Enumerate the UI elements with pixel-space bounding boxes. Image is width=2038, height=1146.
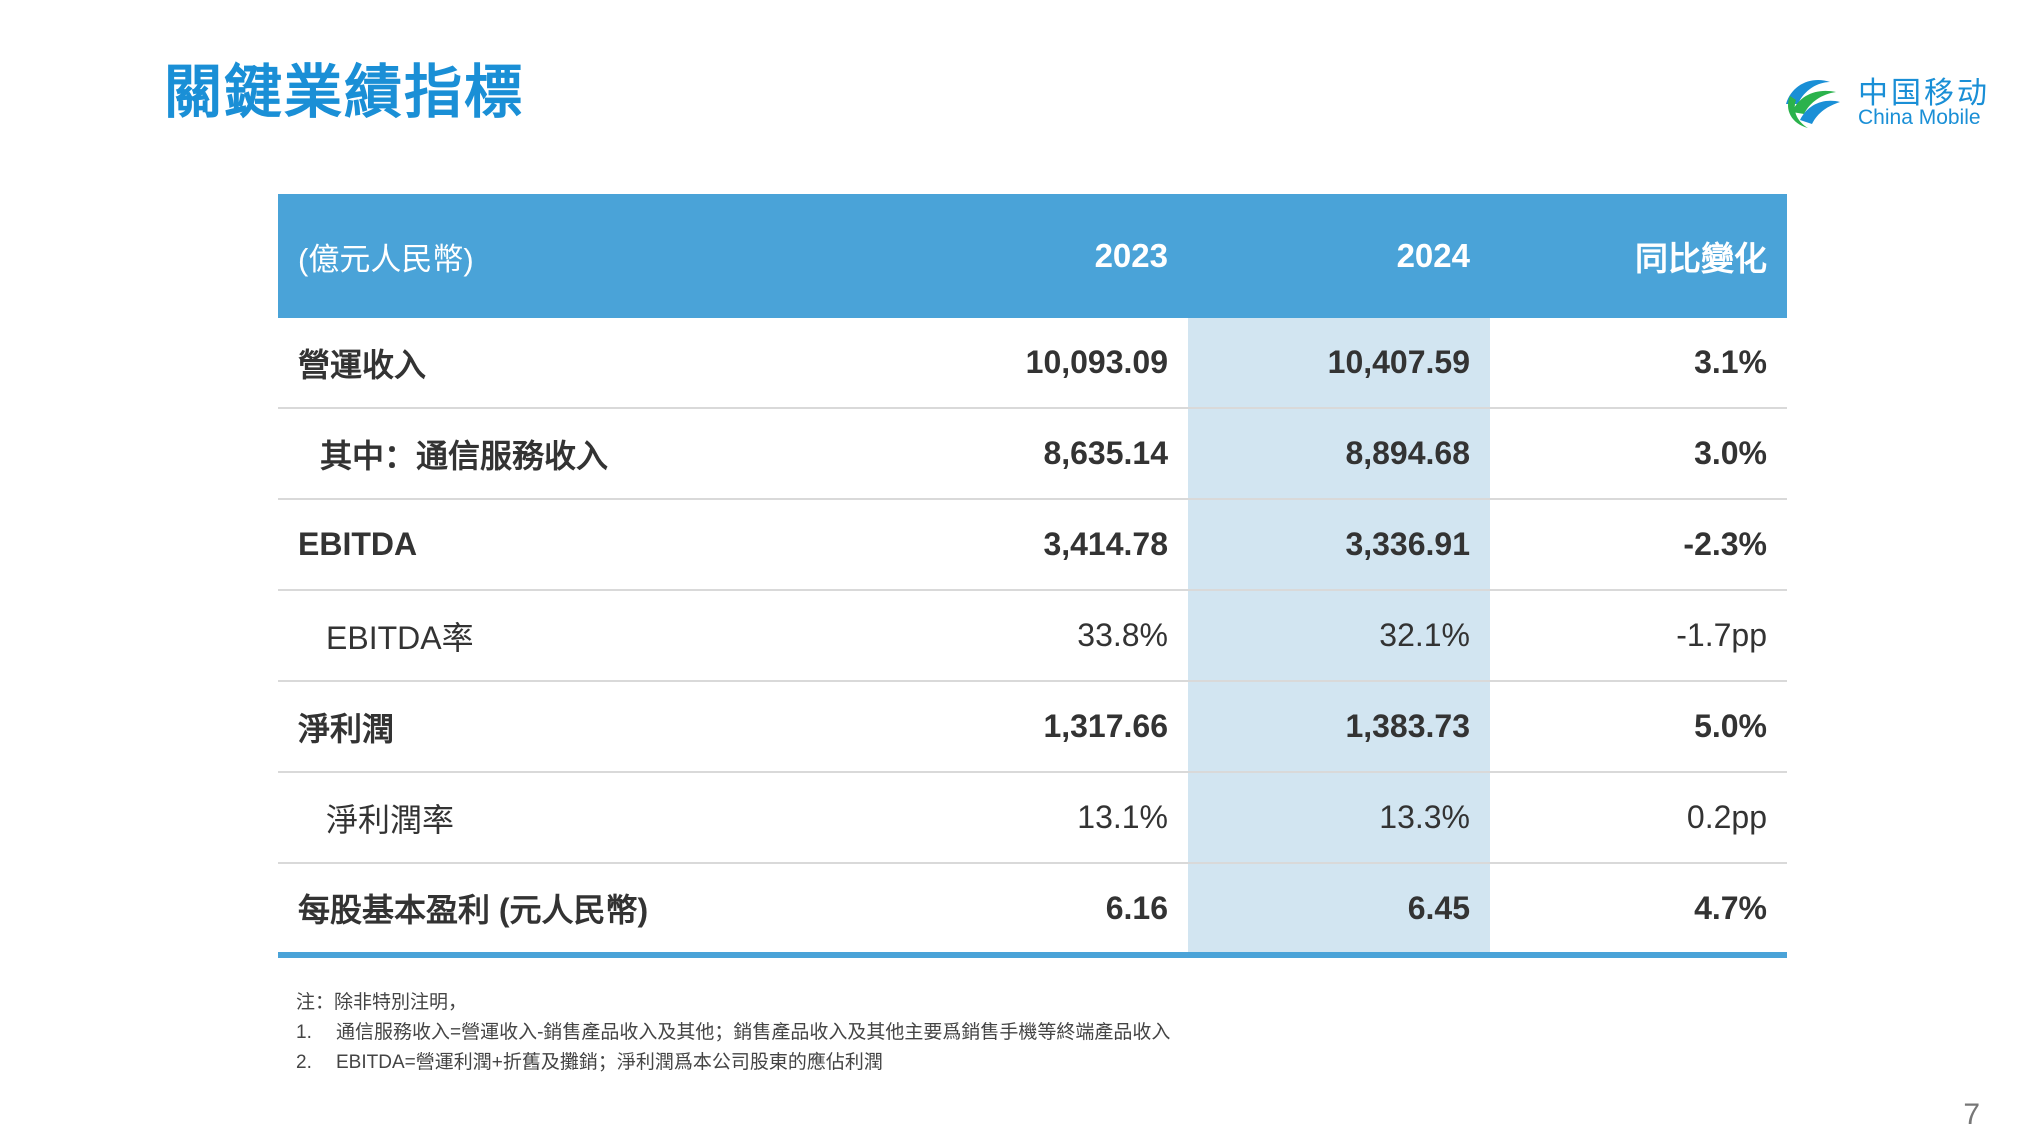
page-title: 關鍵業績指標: [164, 60, 525, 125]
value-change: 5.0%: [1694, 708, 1767, 744]
footnote-intro: 注：除非特別注明，: [296, 992, 468, 1013]
header-2023: 2023: [1094, 237, 1168, 274]
value-2024: 32.1%: [1188, 591, 1490, 680]
value-2023: 33.8%: [1077, 617, 1168, 653]
value-2023: 3,414.78: [1043, 526, 1168, 562]
value-change: -2.3%: [1683, 526, 1767, 562]
header-unit: (億元人民幣): [298, 241, 474, 277]
table-row: 其中：通信服務收入 8,635.14 8,894.68 3.0%: [278, 409, 1787, 500]
value-change: 3.1%: [1694, 344, 1767, 380]
row-label: 每股基本盈利 (元人民幣): [298, 892, 649, 928]
kpi-table: (億元人民幣) 2023 2024 同比變化 營運收入 10,093.09 10…: [278, 194, 1787, 958]
china-mobile-logo-icon: [1786, 80, 1840, 128]
row-label: 淨利潤率: [326, 801, 455, 838]
table-row: 淨利潤 1,317.66 1,383.73 5.0%: [278, 682, 1787, 773]
row-label: EBITDA率: [326, 619, 474, 656]
value-2024: 6.45: [1188, 864, 1490, 952]
value-2023: 8,635.14: [1043, 435, 1168, 471]
footnote-text: EBITDA=營運利潤+折舊及攤銷；淨利潤爲本公司股東的應佔利潤: [336, 1052, 883, 1073]
value-change: 4.7%: [1694, 889, 1767, 926]
value-2023: 10,093.09: [1025, 344, 1168, 380]
value-change: 3.0%: [1694, 435, 1767, 471]
footnote-number: 2.: [296, 1052, 312, 1073]
table-row: EBITDA率 33.8% 32.1% -1.7pp: [278, 591, 1787, 682]
value-change: -1.7pp: [1676, 617, 1767, 653]
value-2024: 10,407.59: [1188, 318, 1490, 407]
header-yoy-change: 同比變化: [1635, 240, 1767, 277]
value-change: 0.2pp: [1686, 799, 1767, 835]
row-label: 淨利潤: [298, 710, 395, 747]
value-2024: 8,894.68: [1188, 409, 1490, 498]
china-mobile-logo: 中国移动 China Mobile: [1778, 66, 1998, 136]
table-row: EBITDA 3,414.78 3,336.91 -2.3%: [278, 500, 1787, 591]
value-2023: 6.16: [1105, 889, 1168, 926]
footnote-number: 1.: [296, 1022, 312, 1043]
row-label: 營運收入: [298, 346, 427, 383]
footnote-text: 通信服務收入=營運收入-銷售產品收入及其他；銷售產品收入及其他主要爲銷售手機等終…: [336, 1022, 1171, 1043]
page-number: 7: [1963, 1098, 1980, 1131]
footnote-item: 2. EBITDA=營運利潤+折舊及攤銷；淨利潤爲本公司股東的應佔利潤: [296, 1048, 1170, 1078]
value-2024: 13.3%: [1188, 773, 1490, 862]
table-header: (億元人民幣) 2023 2024 同比變化: [278, 194, 1787, 318]
value-2023: 1,317.66: [1043, 708, 1168, 744]
logo-text-cn: 中国移动: [1858, 77, 1990, 110]
header-2024: 2024: [1396, 237, 1470, 274]
footnote-item: 1. 通信服務收入=營運收入-銷售產品收入及其他；銷售產品收入及其他主要爲銷售手機…: [296, 1018, 1170, 1048]
value-2024: 1,383.73: [1188, 682, 1490, 771]
value-2023: 13.1%: [1077, 799, 1168, 835]
row-label: EBITDA: [298, 526, 418, 562]
table-row: 每股基本盈利 (元人民幣) 6.16 6.45 4.7%: [278, 864, 1787, 958]
row-label: 其中：通信服務收入: [320, 437, 609, 474]
table-row: 淨利潤率 13.1% 13.3% 0.2pp: [278, 773, 1787, 864]
logo-text-en: China Mobile: [1858, 106, 1981, 129]
footnotes: 注：除非特別注明， 1. 通信服務收入=營運收入-銷售產品收入及其他；銷售產品收入…: [296, 988, 1170, 1078]
table-row: 營運收入 10,093.09 10,407.59 3.1%: [278, 318, 1787, 409]
value-2024: 3,336.91: [1188, 500, 1490, 589]
